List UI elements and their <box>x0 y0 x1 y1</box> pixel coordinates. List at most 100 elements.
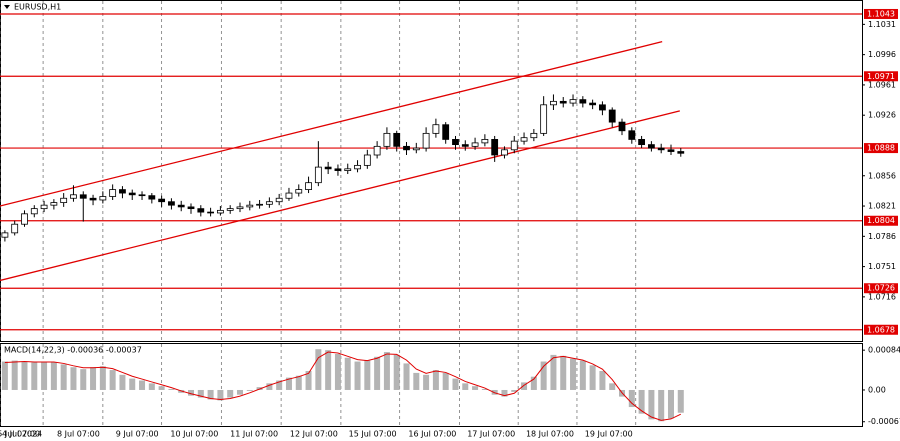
macd-bar <box>109 370 116 390</box>
macd-bar <box>442 372 449 390</box>
candle-body <box>373 145 381 156</box>
candle-body <box>236 206 244 210</box>
macd-bar <box>570 358 577 390</box>
candle-body <box>354 164 361 170</box>
candle-body <box>265 201 273 205</box>
macd-bar <box>432 370 439 390</box>
macd-bar <box>21 361 28 390</box>
macd-y-tick-label: -0.00067 <box>868 417 900 426</box>
candle-body <box>207 211 215 214</box>
candle-body <box>21 213 28 225</box>
x-tick-label: 18 Jul 07:00 <box>526 430 574 439</box>
candle-body <box>1 232 9 238</box>
candle-body <box>119 189 126 194</box>
macd-bar <box>285 377 292 390</box>
candle-body <box>383 132 391 147</box>
level-label-box <box>864 8 898 19</box>
macd-bar <box>148 383 155 390</box>
candle-body <box>226 208 234 211</box>
macd-bar <box>207 389 214 400</box>
macd-bar <box>354 361 361 390</box>
level-label: 1.1043 <box>867 9 895 18</box>
channel-line <box>0 41 663 207</box>
candle-body <box>403 145 410 151</box>
x-tick-label: 9 Jul 07:00 <box>116 430 159 439</box>
macd-bar <box>481 389 488 390</box>
candle-body <box>589 102 597 106</box>
candle-body <box>530 132 538 139</box>
macd-bar <box>315 349 322 390</box>
macd-bar <box>383 352 390 390</box>
macd-bar <box>295 375 302 390</box>
candle-body <box>197 208 205 213</box>
candle-body <box>314 166 322 184</box>
macd-bar <box>334 353 341 390</box>
macd-bar <box>579 360 586 390</box>
candle-body <box>452 139 459 146</box>
candle-body <box>11 223 19 234</box>
x-tick-label: 19 Jul 07:00 <box>585 430 633 439</box>
candle-body <box>442 124 450 140</box>
candle-body <box>168 201 175 206</box>
y-tick-label: 1.0926 <box>868 111 896 120</box>
macd-bar <box>638 389 645 414</box>
level-label-box <box>864 324 898 335</box>
level-label: 1.0678 <box>867 325 895 334</box>
candle-body <box>647 144 655 149</box>
candle-body <box>579 99 587 104</box>
candle-body <box>481 139 489 144</box>
x-tick-label: 12 Jul 07:00 <box>290 430 338 439</box>
level-label-box <box>864 283 898 294</box>
candle-body <box>540 104 548 134</box>
macd-bar <box>168 389 175 390</box>
menu-icon[interactable] <box>4 5 10 9</box>
candle-body <box>79 194 87 199</box>
macd-bar <box>197 389 204 398</box>
x-tick-label: 16 Jul 07:00 <box>408 430 456 439</box>
y-tick-label: 1.0996 <box>868 50 896 59</box>
macd-bar <box>403 363 410 390</box>
y-tick-label: 1.0786 <box>868 232 896 241</box>
macd-bar <box>599 371 606 390</box>
macd-bar <box>530 376 537 390</box>
price-frame <box>0 0 863 342</box>
x-tick-label: 8 Jul 07:00 <box>57 430 100 439</box>
candle-body <box>216 209 224 214</box>
macd-bar <box>60 364 67 390</box>
candle-body <box>295 189 303 194</box>
candle-body <box>334 168 342 171</box>
candle-body <box>363 154 371 166</box>
macd-bar <box>667 389 674 419</box>
candle-body <box>677 151 685 154</box>
candle-body <box>89 197 97 201</box>
macd-bar <box>99 366 106 390</box>
macd-bar <box>119 374 126 390</box>
candle-body <box>177 204 185 208</box>
candle-body <box>550 100 557 106</box>
y-tick-label: 1.0856 <box>868 171 896 180</box>
macd-bar <box>80 369 87 390</box>
macd-bar <box>217 389 224 401</box>
macd-bar <box>344 357 351 390</box>
level-label: 1.0726 <box>867 284 895 293</box>
candle-body <box>393 132 401 147</box>
macd-bar <box>521 382 528 390</box>
macd-bar <box>374 356 381 390</box>
macd-bar <box>305 371 312 390</box>
macd-bar <box>276 380 283 390</box>
candle-body <box>599 104 606 111</box>
candle-body <box>148 195 156 200</box>
macd-bar <box>452 378 459 390</box>
candle-body <box>158 198 166 203</box>
macd-bar <box>501 389 508 397</box>
macd-bar <box>139 380 146 390</box>
x-tick-label: 15 Jul 07:00 <box>349 430 397 439</box>
macd-y-tick-label: 0.00084 <box>868 346 900 355</box>
candle-body <box>305 182 312 191</box>
level-label: 1.0971 <box>867 72 895 81</box>
candle-body <box>657 147 665 151</box>
candle-body <box>70 194 77 199</box>
level-label-box <box>864 143 898 154</box>
candle-body <box>285 192 293 199</box>
